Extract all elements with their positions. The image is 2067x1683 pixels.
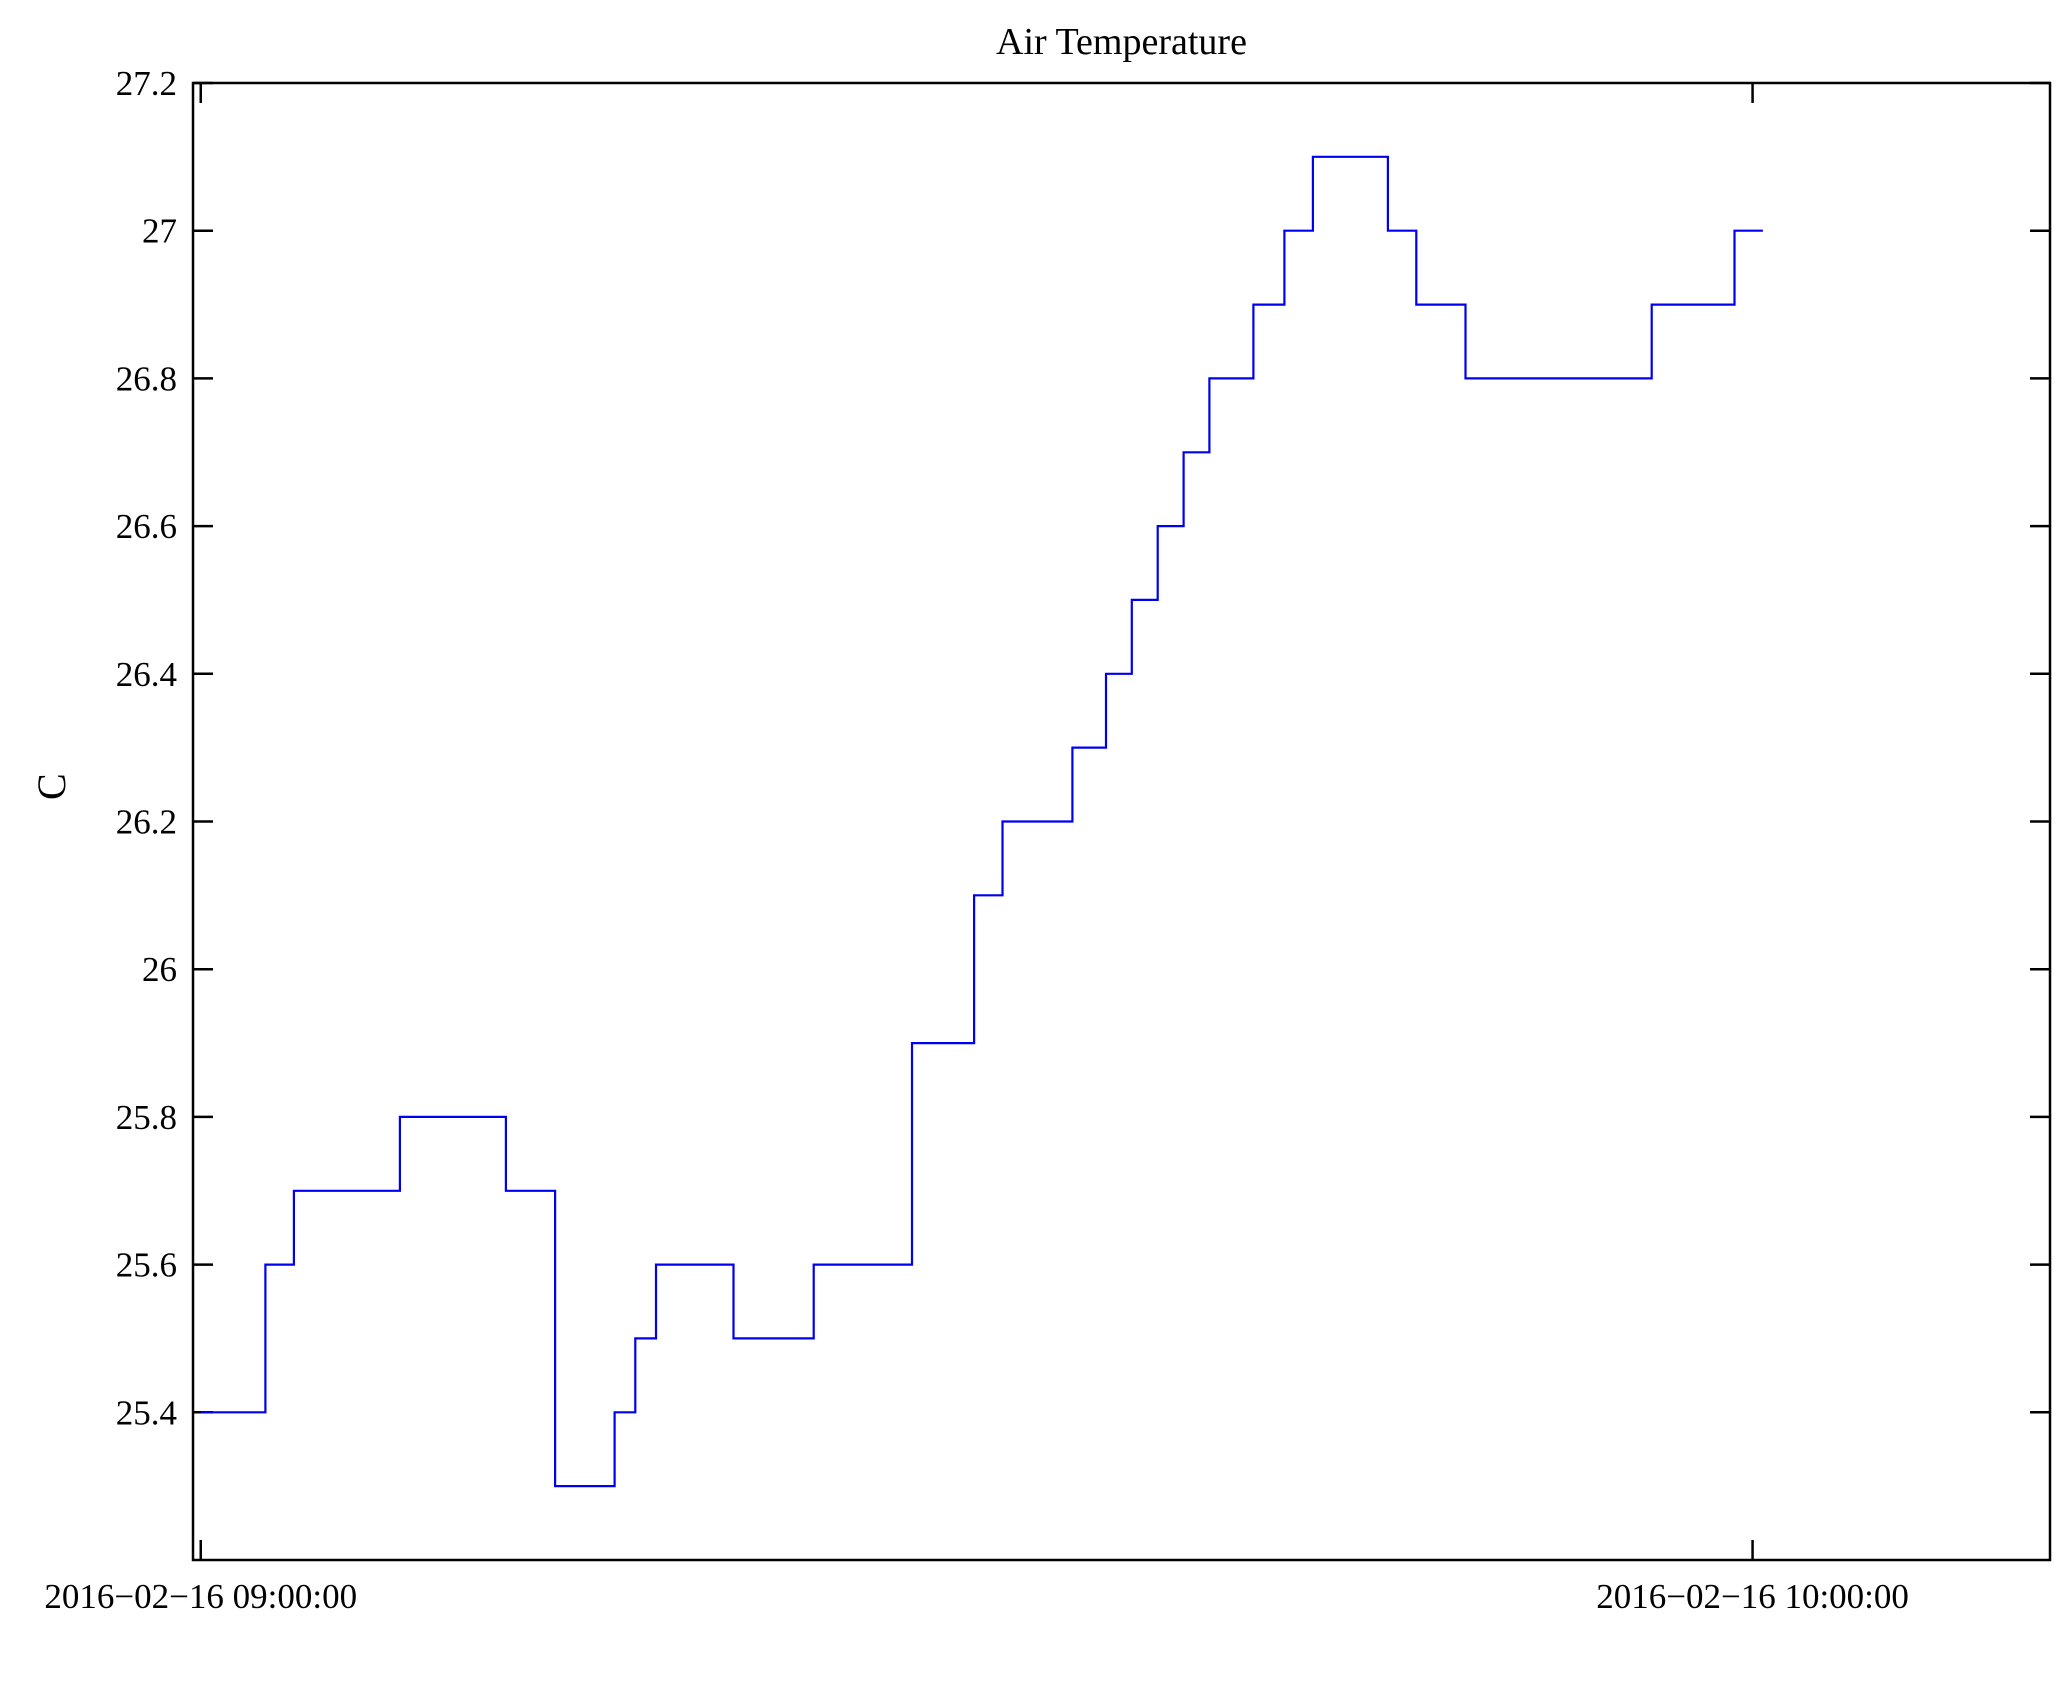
y-tick-label: 27.2 [116,64,177,103]
y-tick-label: 25.4 [116,1393,177,1432]
y-tick-label: 26.2 [116,803,177,842]
air-temperature-line [200,155,1763,1488]
y-tick-label: 25.6 [116,1246,177,1285]
y-tick-label: 26.8 [116,359,177,398]
y-tick-label: 26.4 [116,655,177,694]
axis-ticks [193,81,2050,1560]
chart-title: Air Temperature [996,21,1247,63]
y-tick-label: 27 [142,212,177,251]
plot-border [191,81,2052,1562]
axis-tick-labels: 25.4 25.6 25.8 26 26.2 26.4 26.6 26.8 27 27.2 2016… [44,64,1908,1616]
x-tick-label: 2016−02−16 10:00:00 [1596,1577,1909,1616]
x-tick-label: 2016−02−16 09:00:00 [44,1577,357,1616]
y-tick-label: 26 [142,950,177,989]
series-lines [200,155,1763,1488]
y-tick-label: 25.8 [116,1098,177,1137]
y-tick-label: 26.6 [116,507,177,546]
